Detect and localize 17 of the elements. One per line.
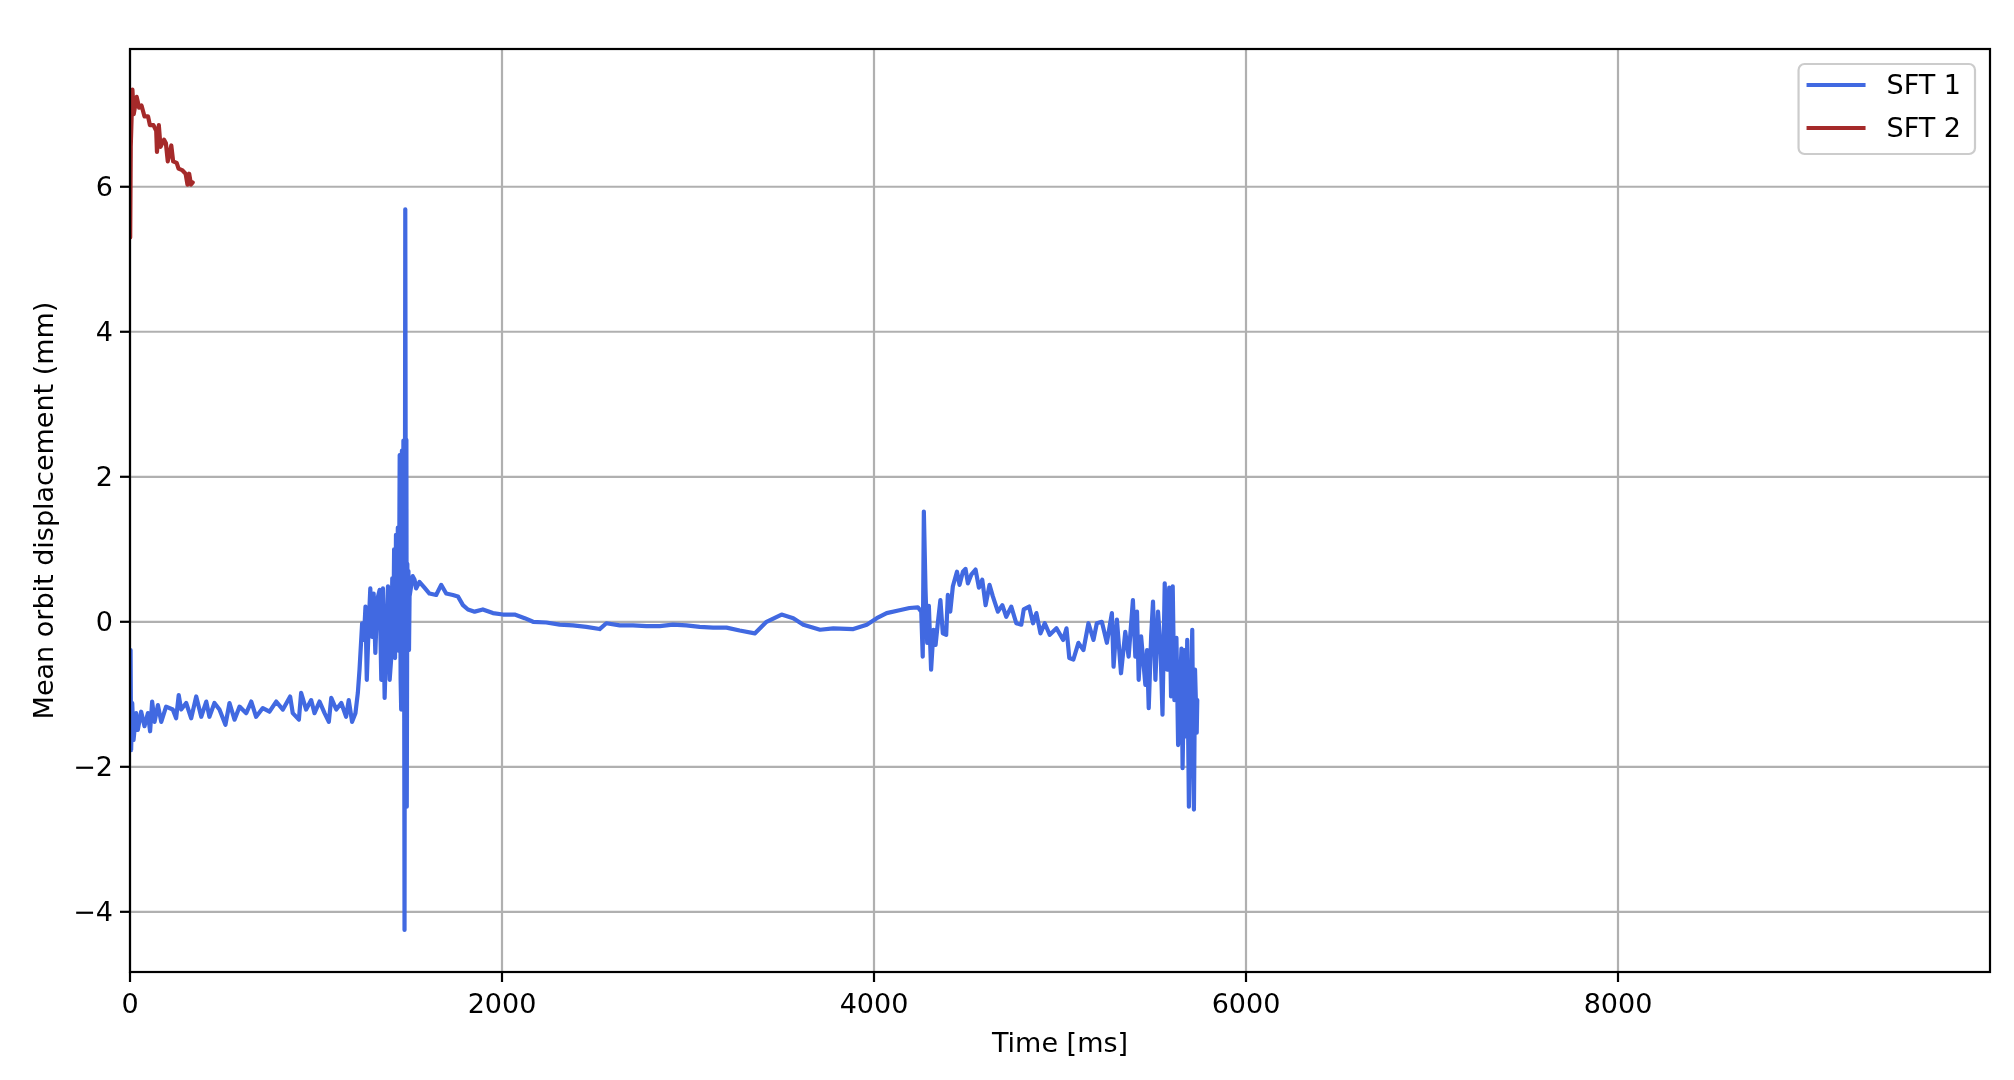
x-axis-title: Time [ms] [990, 1027, 1129, 1058]
y-tick-label: 0 [95, 606, 113, 638]
x-tick-label: 0 [121, 988, 139, 1019]
legend-label: SFT 2 [1886, 112, 1962, 144]
y-tick-label: −4 [73, 896, 113, 928]
x-tick-label: 2000 [467, 988, 537, 1019]
line-series [130, 87, 195, 240]
x-tick-label: 8000 [1583, 988, 1653, 1019]
y-tick-label: 2 [95, 461, 113, 493]
y-tick-label: 4 [95, 316, 113, 348]
y-axis-title: Mean orbit displacement (mm) [28, 301, 60, 720]
y-tick-label: 6 [95, 171, 113, 203]
y-tick-label: −2 [73, 751, 113, 783]
line-series [130, 207, 1200, 933]
legend-label: SFT 1 [1886, 69, 1962, 101]
x-tick-label: 4000 [839, 988, 909, 1019]
x-tick-label: 6000 [1211, 988, 1281, 1019]
